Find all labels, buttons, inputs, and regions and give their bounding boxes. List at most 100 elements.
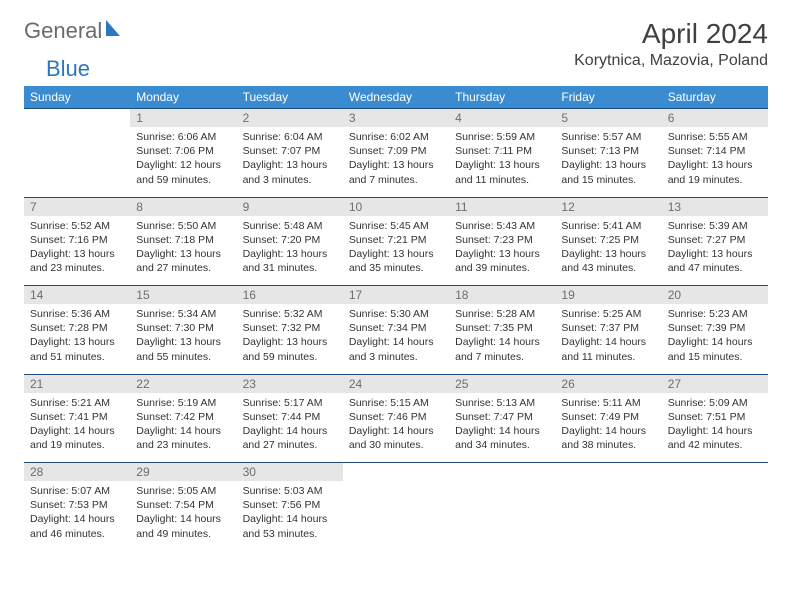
day-number: 26: [555, 374, 661, 393]
day-cell: Sunrise: 5:28 AMSunset: 7:35 PMDaylight:…: [449, 304, 555, 374]
day-number: 6: [662, 109, 768, 128]
day-details: Sunrise: 5:09 AMSunset: 7:51 PMDaylight:…: [662, 393, 768, 459]
day-cell: Sunrise: 5:32 AMSunset: 7:32 PMDaylight:…: [237, 304, 343, 374]
day-number: 21: [24, 374, 130, 393]
day-details: Sunrise: 5:23 AMSunset: 7:39 PMDaylight:…: [662, 304, 768, 370]
day-cell: Sunrise: 5:30 AMSunset: 7:34 PMDaylight:…: [343, 304, 449, 374]
day-number: 8: [130, 197, 236, 216]
day-details: Sunrise: 5:28 AMSunset: 7:35 PMDaylight:…: [449, 304, 555, 370]
day-cell: Sunrise: 5:03 AMSunset: 7:56 PMDaylight:…: [237, 481, 343, 551]
day-number: 28: [24, 463, 130, 482]
day-details: Sunrise: 5:36 AMSunset: 7:28 PMDaylight:…: [24, 304, 130, 370]
day-details: Sunrise: 5:48 AMSunset: 7:20 PMDaylight:…: [237, 216, 343, 282]
day-cell: Sunrise: 5:11 AMSunset: 7:49 PMDaylight:…: [555, 393, 661, 463]
day-cell: [555, 481, 661, 551]
daynum-row: 78910111213: [24, 197, 768, 216]
day-details: Sunrise: 5:11 AMSunset: 7:49 PMDaylight:…: [555, 393, 661, 459]
day-details: Sunrise: 6:02 AMSunset: 7:09 PMDaylight:…: [343, 127, 449, 193]
header-thu: Thursday: [449, 86, 555, 109]
day-cell: Sunrise: 5:23 AMSunset: 7:39 PMDaylight:…: [662, 304, 768, 374]
day-details: Sunrise: 5:03 AMSunset: 7:56 PMDaylight:…: [237, 481, 343, 547]
day-details: Sunrise: 6:06 AMSunset: 7:06 PMDaylight:…: [130, 127, 236, 193]
day-details: Sunrise: 5:45 AMSunset: 7:21 PMDaylight:…: [343, 216, 449, 282]
day-details: Sunrise: 5:17 AMSunset: 7:44 PMDaylight:…: [237, 393, 343, 459]
day-number: 19: [555, 286, 661, 305]
day-cell: Sunrise: 5:36 AMSunset: 7:28 PMDaylight:…: [24, 304, 130, 374]
daynum-row: 14151617181920: [24, 286, 768, 305]
sail-icon: [106, 20, 120, 36]
day-cell: Sunrise: 5:52 AMSunset: 7:16 PMDaylight:…: [24, 216, 130, 286]
day-details: Sunrise: 5:39 AMSunset: 7:27 PMDaylight:…: [662, 216, 768, 282]
day-number: 20: [662, 286, 768, 305]
day-details: Sunrise: 5:07 AMSunset: 7:53 PMDaylight:…: [24, 481, 130, 547]
day-number: 12: [555, 197, 661, 216]
day-number: 18: [449, 286, 555, 305]
day-cell: Sunrise: 5:41 AMSunset: 7:25 PMDaylight:…: [555, 216, 661, 286]
day-details: Sunrise: 5:15 AMSunset: 7:46 PMDaylight:…: [343, 393, 449, 459]
day-details: Sunrise: 5:13 AMSunset: 7:47 PMDaylight:…: [449, 393, 555, 459]
day-header-row: Sunday Monday Tuesday Wednesday Thursday…: [24, 86, 768, 109]
day-cell: Sunrise: 5:55 AMSunset: 7:14 PMDaylight:…: [662, 127, 768, 197]
day-number: 5: [555, 109, 661, 128]
day-number: [24, 109, 130, 128]
logo: General: [24, 18, 122, 44]
daynum-row: 123456: [24, 109, 768, 128]
day-details: Sunrise: 5:59 AMSunset: 7:11 PMDaylight:…: [449, 127, 555, 193]
day-number: 14: [24, 286, 130, 305]
day-cell: Sunrise: 5:59 AMSunset: 7:11 PMDaylight:…: [449, 127, 555, 197]
day-number: 25: [449, 374, 555, 393]
content-row: Sunrise: 5:52 AMSunset: 7:16 PMDaylight:…: [24, 216, 768, 286]
header-sun: Sunday: [24, 86, 130, 109]
day-cell: Sunrise: 6:04 AMSunset: 7:07 PMDaylight:…: [237, 127, 343, 197]
day-cell: [449, 481, 555, 551]
day-number: 2: [237, 109, 343, 128]
day-cell: Sunrise: 5:17 AMSunset: 7:44 PMDaylight:…: [237, 393, 343, 463]
day-cell: Sunrise: 5:05 AMSunset: 7:54 PMDaylight:…: [130, 481, 236, 551]
day-number: 4: [449, 109, 555, 128]
day-cell: [662, 481, 768, 551]
day-details: Sunrise: 5:19 AMSunset: 7:42 PMDaylight:…: [130, 393, 236, 459]
day-cell: Sunrise: 6:02 AMSunset: 7:09 PMDaylight:…: [343, 127, 449, 197]
day-number: [555, 463, 661, 482]
day-cell: Sunrise: 5:43 AMSunset: 7:23 PMDaylight:…: [449, 216, 555, 286]
day-cell: Sunrise: 5:15 AMSunset: 7:46 PMDaylight:…: [343, 393, 449, 463]
day-cell: Sunrise: 5:39 AMSunset: 7:27 PMDaylight:…: [662, 216, 768, 286]
day-cell: [343, 481, 449, 551]
day-number: 9: [237, 197, 343, 216]
day-cell: Sunrise: 5:13 AMSunset: 7:47 PMDaylight:…: [449, 393, 555, 463]
day-cell: Sunrise: 6:06 AMSunset: 7:06 PMDaylight:…: [130, 127, 236, 197]
day-details: Sunrise: 5:21 AMSunset: 7:41 PMDaylight:…: [24, 393, 130, 459]
day-details: Sunrise: 5:55 AMSunset: 7:14 PMDaylight:…: [662, 127, 768, 193]
day-number: 3: [343, 109, 449, 128]
day-cell: Sunrise: 5:25 AMSunset: 7:37 PMDaylight:…: [555, 304, 661, 374]
logo-word2: Blue: [46, 56, 90, 81]
day-cell: Sunrise: 5:09 AMSunset: 7:51 PMDaylight:…: [662, 393, 768, 463]
day-details: Sunrise: 5:50 AMSunset: 7:18 PMDaylight:…: [130, 216, 236, 282]
day-number: [343, 463, 449, 482]
content-row: Sunrise: 6:06 AMSunset: 7:06 PMDaylight:…: [24, 127, 768, 197]
day-cell: Sunrise: 5:21 AMSunset: 7:41 PMDaylight:…: [24, 393, 130, 463]
day-details: Sunrise: 5:25 AMSunset: 7:37 PMDaylight:…: [555, 304, 661, 370]
header-tue: Tuesday: [237, 86, 343, 109]
day-number: 22: [130, 374, 236, 393]
day-details: Sunrise: 5:57 AMSunset: 7:13 PMDaylight:…: [555, 127, 661, 193]
header-sat: Saturday: [662, 86, 768, 109]
day-cell: [24, 127, 130, 197]
day-cell: Sunrise: 5:57 AMSunset: 7:13 PMDaylight:…: [555, 127, 661, 197]
day-number: [449, 463, 555, 482]
day-number: 1: [130, 109, 236, 128]
day-number: 15: [130, 286, 236, 305]
header-fri: Friday: [555, 86, 661, 109]
day-number: 7: [24, 197, 130, 216]
calendar-table: Sunday Monday Tuesday Wednesday Thursday…: [24, 86, 768, 551]
day-details: Sunrise: 6:04 AMSunset: 7:07 PMDaylight:…: [237, 127, 343, 193]
daynum-row: 21222324252627: [24, 374, 768, 393]
day-number: [662, 463, 768, 482]
day-details: Sunrise: 5:30 AMSunset: 7:34 PMDaylight:…: [343, 304, 449, 370]
day-number: 23: [237, 374, 343, 393]
day-number: 29: [130, 463, 236, 482]
content-row: Sunrise: 5:36 AMSunset: 7:28 PMDaylight:…: [24, 304, 768, 374]
header-mon: Monday: [130, 86, 236, 109]
daynum-row: 282930: [24, 463, 768, 482]
day-details: Sunrise: 5:32 AMSunset: 7:32 PMDaylight:…: [237, 304, 343, 370]
